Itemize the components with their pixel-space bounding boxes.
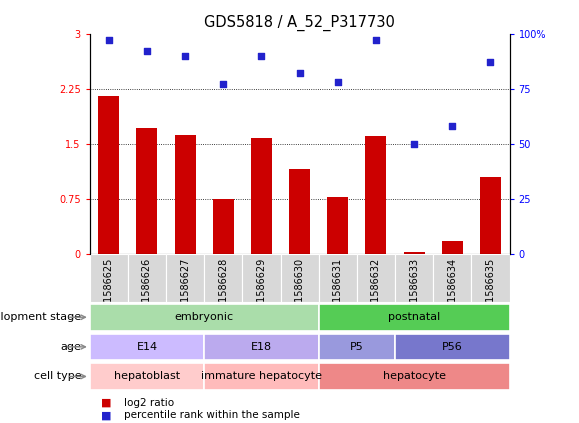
Bar	[442, 242, 463, 254]
Point	[257, 52, 266, 59]
Text: immature hepatocyte: immature hepatocyte	[201, 371, 322, 382]
FancyBboxPatch shape	[90, 254, 128, 302]
Bar	[251, 138, 272, 254]
Text: GSM1586635: GSM1586635	[485, 258, 496, 323]
Point	[409, 140, 419, 147]
Text: postnatal: postnatal	[388, 312, 440, 322]
Bar	[404, 252, 424, 254]
Bar	[327, 197, 349, 254]
Text: percentile rank within the sample: percentile rank within the sample	[124, 410, 301, 420]
Point	[181, 52, 190, 59]
FancyBboxPatch shape	[433, 254, 471, 302]
FancyBboxPatch shape	[318, 254, 357, 302]
FancyBboxPatch shape	[90, 333, 204, 360]
Text: GSM1586629: GSM1586629	[256, 258, 266, 323]
Text: GSM1586630: GSM1586630	[295, 258, 305, 323]
Text: GSM1586632: GSM1586632	[371, 258, 381, 323]
Point	[486, 59, 495, 66]
Bar	[480, 177, 501, 254]
Text: P5: P5	[350, 342, 364, 352]
Text: GSM1586633: GSM1586633	[409, 258, 419, 323]
Text: GSM1586627: GSM1586627	[180, 258, 190, 323]
Text: GSM1586631: GSM1586631	[333, 258, 343, 323]
FancyBboxPatch shape	[357, 254, 395, 302]
Text: E18: E18	[251, 342, 272, 352]
Point	[219, 81, 228, 88]
Text: hepatoblast: hepatoblast	[114, 371, 180, 382]
Text: ■: ■	[101, 398, 112, 408]
Bar	[175, 135, 196, 254]
FancyBboxPatch shape	[471, 254, 510, 302]
Text: age: age	[60, 342, 81, 352]
Text: GSM1586628: GSM1586628	[218, 258, 228, 323]
FancyBboxPatch shape	[318, 304, 510, 331]
Text: hepatocyte: hepatocyte	[383, 371, 446, 382]
Title: GDS5818 / A_52_P317730: GDS5818 / A_52_P317730	[204, 15, 395, 31]
FancyBboxPatch shape	[128, 254, 166, 302]
Text: GSM1586626: GSM1586626	[142, 258, 152, 323]
Text: log2 ratio: log2 ratio	[124, 398, 175, 408]
Point	[333, 79, 342, 85]
FancyBboxPatch shape	[243, 254, 281, 302]
FancyBboxPatch shape	[395, 333, 510, 360]
FancyBboxPatch shape	[318, 333, 395, 360]
FancyBboxPatch shape	[90, 304, 318, 331]
Text: development stage: development stage	[0, 312, 81, 322]
Bar	[137, 128, 157, 254]
Text: ■: ■	[101, 410, 112, 420]
Point	[295, 70, 305, 77]
Bar	[98, 96, 119, 254]
Bar	[289, 170, 310, 254]
Text: GSM1586634: GSM1586634	[448, 258, 457, 323]
FancyBboxPatch shape	[204, 333, 318, 360]
FancyBboxPatch shape	[204, 363, 318, 390]
Text: P56: P56	[442, 342, 463, 352]
FancyBboxPatch shape	[281, 254, 318, 302]
Bar	[213, 199, 234, 254]
Point	[371, 37, 380, 44]
Point	[104, 37, 113, 44]
Bar	[365, 137, 386, 254]
FancyBboxPatch shape	[204, 254, 243, 302]
Point	[448, 123, 457, 129]
Text: GSM1586625: GSM1586625	[104, 258, 114, 323]
FancyBboxPatch shape	[318, 363, 510, 390]
Text: E14: E14	[137, 342, 157, 352]
Point	[142, 48, 152, 55]
Text: cell type: cell type	[34, 371, 81, 382]
FancyBboxPatch shape	[90, 363, 204, 390]
FancyBboxPatch shape	[395, 254, 433, 302]
Text: embryonic: embryonic	[175, 312, 234, 322]
FancyBboxPatch shape	[166, 254, 204, 302]
